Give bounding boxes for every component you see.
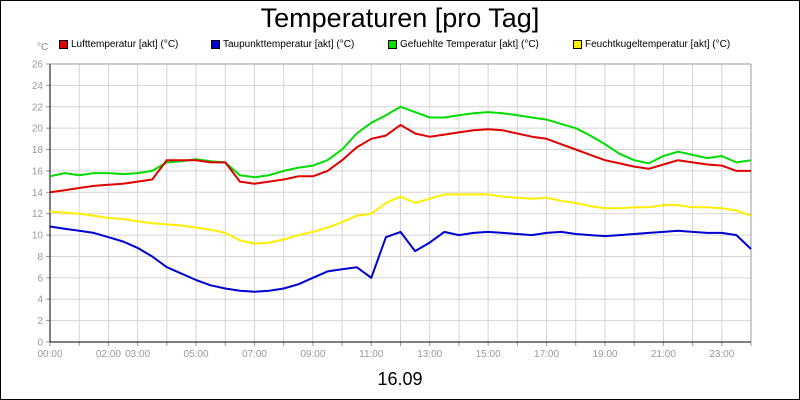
x-tick-label: 15:00 (476, 349, 501, 360)
y-tick-label: 26 (32, 60, 44, 71)
x-tick-label: 21:00 (651, 349, 676, 360)
legend-item-taupunkttemperatur: Taupunkttemperatur [akt] (°C) (211, 39, 354, 50)
series-line-feuchtkugeltemperatur (49, 193, 752, 245)
y-tick-label: 22 (32, 102, 44, 113)
x-tick-label: 13:00 (417, 349, 442, 360)
y-unit-label: °C (37, 42, 49, 53)
y-tick-label: 14 (32, 188, 44, 199)
y-tick-label: 12 (32, 209, 44, 220)
legend-label-taupunkttemperatur: Taupunkttemperatur [akt] (°C) (223, 39, 355, 50)
x-tick-label: 19:00 (592, 349, 617, 360)
x-tick-label: 07:00 (242, 349, 267, 360)
legend-label-feuchtkugeltemperatur: Feuchtkugeltemperatur [akt] (°C) (585, 39, 731, 50)
series-line-gefuehlte-temperatur (49, 105, 752, 179)
x-tick-label: 05:00 (184, 349, 209, 360)
chart-title: Temperaturen [pro Tag] (260, 3, 540, 33)
legend-label-gefuehlte-temperatur: Gefuehlte Temperatur [akt] (°C) (400, 39, 539, 50)
series-line-taupunkttemperatur (49, 225, 752, 293)
y-tick-label: 2 (37, 316, 43, 327)
legend-swatch-taupunkttemperatur (211, 40, 220, 49)
legend-swatch-feuchtkugeltemperatur (573, 40, 582, 49)
date-label: 16.09 (377, 369, 423, 389)
legend-label-lufttemperatur: Lufttemperatur [akt] (°C) (71, 39, 179, 50)
y-tick-label: 24 (32, 81, 44, 92)
x-tick-label: 09:00 (300, 349, 325, 360)
y-tick-label: 16 (32, 166, 44, 177)
y-tick-label: 18 (32, 145, 44, 156)
series-line-lufttemperatur (49, 123, 751, 194)
legend-swatch-gefuehlte-temperatur (388, 40, 397, 49)
x-tick-label: 03:00 (125, 349, 150, 360)
y-tick-label: 10 (32, 231, 44, 242)
legend-swatch-lufttemperatur (59, 40, 68, 49)
y-tick-label: 20 (32, 124, 44, 135)
x-tick-label: 11:00 (359, 349, 384, 360)
legend-item-gefuehlte-temperatur: Gefuehlte Temperatur [akt] (°C) (388, 39, 539, 50)
y-tick-label: 4 (37, 295, 43, 306)
x-tick-label: 17:00 (534, 349, 559, 360)
x-tick-label: 02:00 (96, 349, 121, 360)
y-tick-label: 0 (37, 338, 43, 349)
legend-item-feuchtkugeltemperatur: Feuchtkugeltemperatur [akt] (°C) (573, 39, 730, 50)
x-tick-label: 00:00 (37, 349, 62, 360)
y-tick-label: 6 (37, 273, 43, 284)
y-tick-label: 8 (37, 252, 43, 263)
legend-item-lufttemperatur: Lufttemperatur [akt] (°C) (59, 39, 178, 50)
x-tick-label: 23:00 (709, 349, 734, 360)
